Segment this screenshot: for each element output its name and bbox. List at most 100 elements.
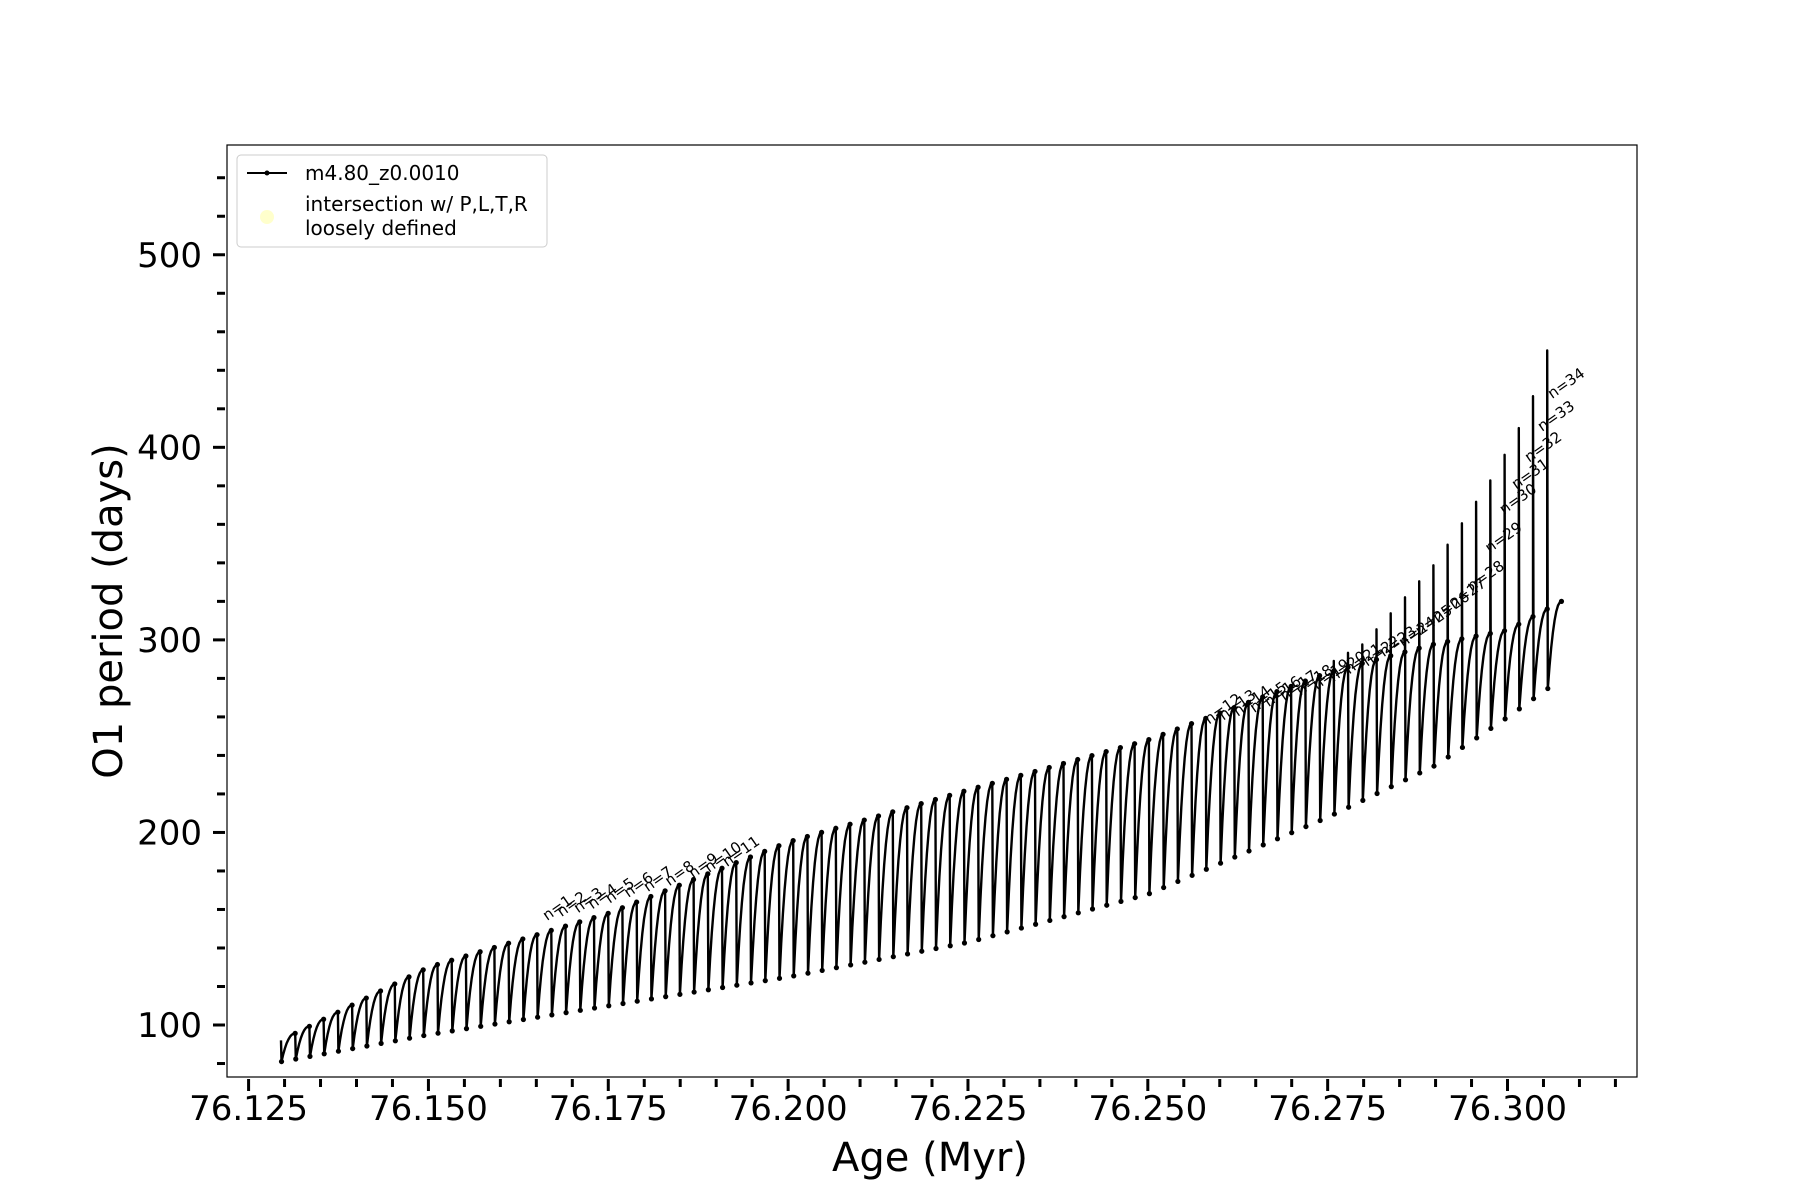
series-point [520, 1016, 526, 1023]
series-point [976, 936, 982, 943]
series-point [1388, 653, 1394, 659]
series-point [435, 1030, 441, 1036]
series-point [363, 995, 369, 1001]
series-point [307, 1053, 313, 1059]
series-point [1161, 884, 1167, 891]
series-point [1089, 906, 1096, 912]
series-point [947, 943, 953, 949]
series-point [1431, 763, 1437, 769]
legend-entry-intersection: intersection w/ P,L,T,R loosely defined [305, 192, 528, 240]
series-point [1203, 866, 1209, 872]
series-point [1360, 797, 1366, 803]
y-tick-label: 300 [137, 621, 202, 661]
series-point [1545, 685, 1551, 692]
series-point [791, 973, 797, 979]
series-point [1373, 656, 1380, 663]
series-point [477, 949, 483, 955]
series-point [690, 876, 697, 883]
series-point [1317, 817, 1323, 824]
series-point [861, 817, 867, 823]
series-point [606, 1003, 612, 1009]
series-point [1402, 777, 1409, 783]
series-point [1516, 706, 1522, 712]
series-point [1445, 638, 1451, 645]
series-point [1232, 854, 1238, 860]
legend: m4.80_z0.0010 intersection w/ P,L,T,R loo… [236, 154, 548, 248]
series-point [1501, 628, 1508, 634]
series-point [634, 899, 640, 905]
series-point [1331, 668, 1337, 674]
series-point [676, 882, 682, 888]
series-point [1416, 645, 1422, 651]
series-point [1516, 621, 1522, 627]
series-point [378, 1040, 384, 1046]
series-point [1104, 902, 1110, 908]
series-point [306, 1023, 313, 1029]
series-point [1146, 737, 1152, 743]
series-point [804, 833, 810, 840]
series-point [1331, 811, 1337, 817]
series-point [535, 1014, 541, 1020]
series-point [1075, 910, 1081, 916]
y-axis: 100 200 300 400 500 [137, 176, 225, 1066]
series-point [1160, 731, 1166, 737]
series-point [321, 1016, 327, 1022]
series-point [548, 927, 554, 934]
series-point [1544, 606, 1550, 612]
series-point [1402, 649, 1408, 655]
x-axis-title: Age (Myr) [832, 1135, 1028, 1181]
series-point [406, 1035, 413, 1041]
series-point [1487, 630, 1493, 637]
series-point [719, 984, 726, 991]
series-point [819, 967, 825, 974]
series-point [1075, 756, 1081, 763]
series-point [1316, 673, 1323, 679]
series-point [776, 975, 783, 981]
series-point [719, 865, 725, 871]
series-point [919, 948, 925, 954]
series-point [420, 967, 426, 973]
series-point [1374, 790, 1380, 797]
series-point [733, 860, 739, 866]
series-point [1118, 898, 1124, 905]
series-point [1231, 705, 1237, 711]
series-point [875, 813, 882, 819]
series-point [904, 951, 911, 957]
series-point [990, 933, 996, 939]
series-point [819, 829, 825, 835]
series-point [1530, 696, 1537, 702]
series-point [662, 888, 668, 894]
series-point [1359, 660, 1365, 666]
series-point [321, 1051, 327, 1057]
series-point [335, 1009, 341, 1015]
series-point [1260, 694, 1266, 700]
series-point [1474, 735, 1480, 741]
series-point [1245, 699, 1252, 705]
x-tick-label: 76.250 [1088, 1089, 1207, 1129]
series-point [1033, 921, 1039, 927]
series-point [762, 978, 768, 984]
series-point [491, 944, 497, 951]
legend-box [236, 154, 548, 248]
series-point [747, 854, 754, 860]
series-point [449, 957, 455, 963]
x-tick-label: 76.200 [729, 1089, 848, 1129]
series-point [1260, 842, 1266, 848]
series-point [1417, 770, 1423, 776]
series-point [776, 843, 782, 849]
series-point [1302, 678, 1308, 684]
series-point [1346, 804, 1352, 810]
x-axis: 76.125 76.150 76.175 76.200 76.225 76.250 76.2… [189, 1079, 1617, 1129]
x-tick-label: 76.275 [1268, 1089, 1387, 1129]
series-point [478, 1023, 484, 1029]
series-point [1132, 741, 1138, 747]
series-point [534, 932, 540, 938]
series-point [292, 1030, 298, 1036]
series-point [734, 982, 740, 988]
series-point [833, 965, 840, 971]
series-point [1146, 891, 1153, 897]
series-point [1388, 784, 1394, 790]
series-point [1047, 917, 1053, 924]
series-point [1246, 848, 1252, 854]
series-point [932, 796, 939, 803]
